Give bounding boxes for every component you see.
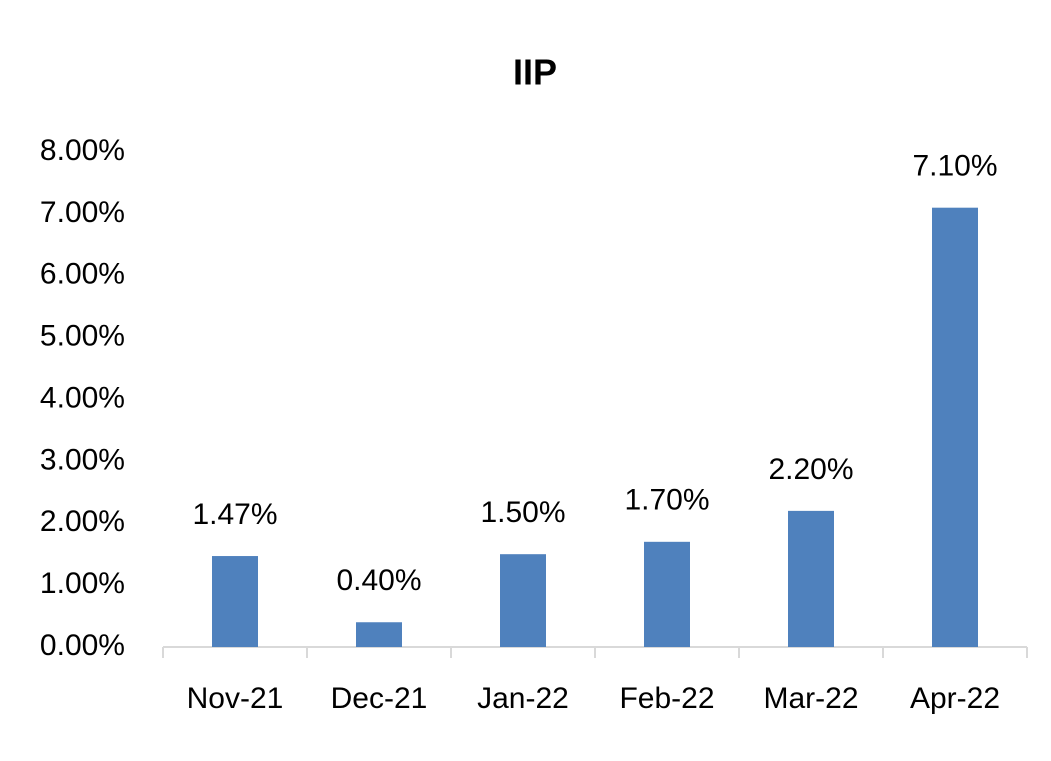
y-tick-label: 3.00% [40, 443, 125, 476]
data-label: 2.20% [768, 453, 853, 486]
y-tick-label: 5.00% [40, 320, 125, 353]
data-label: 1.47% [192, 498, 277, 531]
y-tick-label: 0.00% [40, 629, 125, 662]
bar [788, 510, 834, 647]
y-tick-label: 8.00% [40, 134, 125, 167]
x-tick-label: Feb-22 [619, 682, 714, 715]
x-tick-label: Mar-22 [763, 682, 858, 715]
data-label: 7.10% [912, 150, 997, 183]
bar [356, 622, 402, 647]
bar [644, 541, 690, 647]
x-tick-label: Dec-21 [331, 682, 428, 715]
y-tick-label: 7.00% [40, 196, 125, 229]
data-label: 1.70% [624, 484, 709, 517]
bar [932, 207, 978, 647]
y-tick-label: 2.00% [40, 505, 125, 538]
x-tick-label: Nov-21 [187, 682, 284, 715]
data-label: 1.50% [480, 496, 565, 529]
data-label: 0.40% [336, 564, 421, 597]
bar [212, 556, 258, 647]
y-tick-label: 6.00% [40, 258, 125, 291]
chart-title: IIP [513, 52, 557, 93]
x-tick-label: Apr-22 [910, 682, 1000, 715]
y-tick-label: 1.00% [40, 567, 125, 600]
bar [500, 554, 546, 647]
y-tick-label: 4.00% [40, 381, 125, 414]
x-tick-label: Jan-22 [477, 682, 569, 715]
